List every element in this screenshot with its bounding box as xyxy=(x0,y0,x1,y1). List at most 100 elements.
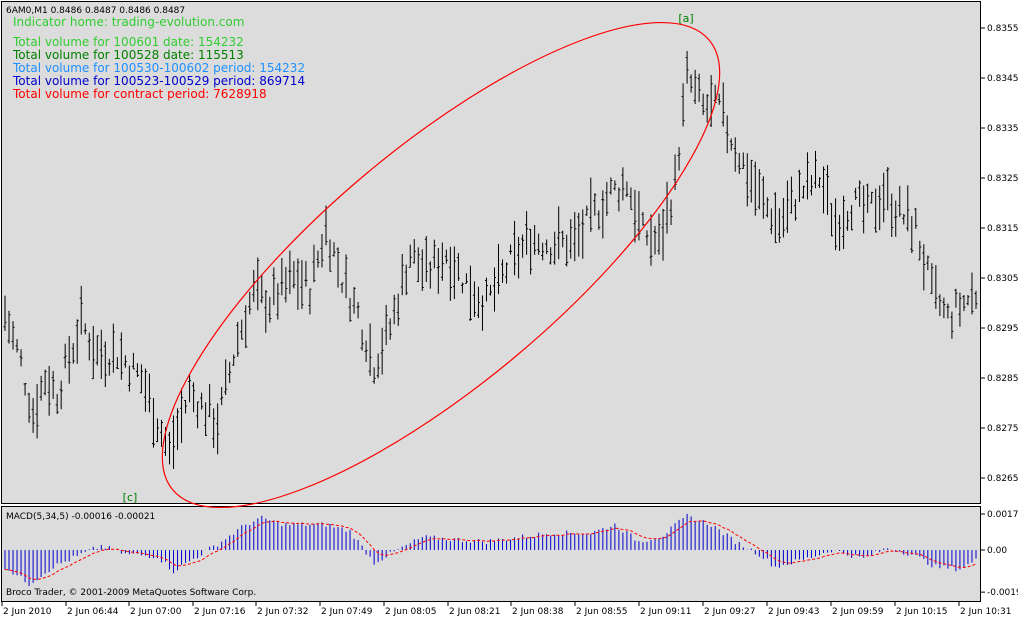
price-bar xyxy=(296,258,300,310)
price-bar xyxy=(954,288,958,308)
price-bar xyxy=(119,332,123,380)
price-bar xyxy=(436,247,440,294)
wave-label-c: [c] xyxy=(123,491,138,504)
price-tick-label: 0.8355 xyxy=(987,24,1018,34)
price-tick-label: 0.8275 xyxy=(987,424,1018,434)
time-tick-label: 2 Jun 10:15 xyxy=(896,607,947,617)
price-bar xyxy=(392,294,396,325)
price-bar xyxy=(789,176,793,214)
time-tick-label: 2 Jun 07:32 xyxy=(257,607,308,617)
price-bar xyxy=(240,319,244,340)
price-bar xyxy=(312,244,316,283)
indicator-home-text: Indicator home: trading-evolution.com xyxy=(13,15,245,29)
price-bar xyxy=(826,164,830,215)
price-bar xyxy=(513,220,517,276)
price-bar xyxy=(946,303,950,319)
price-bar xyxy=(159,419,163,447)
price-bar xyxy=(31,398,35,433)
price-bar xyxy=(7,310,11,344)
price-bar xyxy=(617,187,621,212)
price-bar xyxy=(665,181,669,234)
price-bar xyxy=(549,247,553,265)
time-tick-label: 2 Jun 09:59 xyxy=(832,607,884,617)
price-bar xyxy=(890,193,894,237)
price-bar xyxy=(805,152,809,200)
price-bar xyxy=(15,339,19,353)
price-bar xyxy=(224,359,228,395)
price-bar xyxy=(27,392,31,423)
price-bar xyxy=(938,294,942,317)
price-bar xyxy=(838,214,842,251)
price-bar xyxy=(288,250,292,295)
time-tick-label: 2 Jun 07:49 xyxy=(321,607,373,617)
price-bar xyxy=(200,392,204,410)
price-bar xyxy=(424,236,428,282)
wave-label-a: [a] xyxy=(678,12,693,25)
price-bar xyxy=(557,206,561,260)
price-tick-label: 0.8315 xyxy=(987,224,1018,234)
price-bar xyxy=(236,321,240,357)
price-bar xyxy=(308,288,312,315)
price-bar xyxy=(280,257,284,296)
price-bar xyxy=(830,203,834,237)
price-bar xyxy=(123,355,127,368)
time-tick-label: 2 Jun 2010 xyxy=(3,607,52,617)
price-bar xyxy=(834,198,838,251)
price-bar xyxy=(801,185,805,199)
price-bar xyxy=(51,370,55,399)
price-bar xyxy=(517,236,521,279)
price-bar xyxy=(420,249,424,291)
price-bar xyxy=(537,233,541,255)
price-bar xyxy=(404,264,408,296)
price-bar xyxy=(43,369,47,396)
price-bar xyxy=(509,244,513,255)
price-bar xyxy=(452,246,456,300)
time-tick-label: 2 Jun 08:05 xyxy=(385,607,436,617)
price-bar xyxy=(95,335,99,366)
price-bar xyxy=(400,254,404,296)
time-tick-label: 2 Jun 07:16 xyxy=(194,607,246,617)
price-bar xyxy=(894,200,898,237)
price-bar xyxy=(476,286,480,319)
price-bar xyxy=(139,364,143,394)
price-bar xyxy=(926,255,930,271)
price-bar xyxy=(3,295,7,331)
price-bar xyxy=(99,329,103,379)
price-bar xyxy=(111,323,115,373)
time-tick-label: 2 Jun 10:31 xyxy=(960,607,1011,617)
price-bar xyxy=(525,211,529,255)
price-bar xyxy=(950,311,954,339)
macd-pane[interactable]: MACD(5,34,5) -0.00016 -0.00021 Broco Tra… xyxy=(1,506,981,602)
price-bar xyxy=(669,199,673,225)
price-bar xyxy=(681,83,685,127)
price-bar xyxy=(472,281,476,317)
price-bar xyxy=(970,272,974,315)
price-bar xyxy=(316,250,320,268)
price-bar xyxy=(480,295,484,331)
price-bar xyxy=(336,247,340,288)
price-bar xyxy=(228,361,232,384)
price-bar xyxy=(59,380,63,410)
price-bar xyxy=(432,239,436,269)
price-bar xyxy=(882,172,886,223)
symbol-info: 6AM0,M1 0.8486 0.8487 0.8486 0.8487 xyxy=(6,6,186,16)
macd-tick-label: -0.00199 xyxy=(987,588,1018,598)
price-bar xyxy=(741,152,745,169)
price-bar xyxy=(765,197,769,218)
price-bar xyxy=(822,166,826,214)
price-bar xyxy=(797,169,801,202)
price-bar xyxy=(151,398,155,448)
price-bar xyxy=(320,233,324,268)
price-bar xyxy=(942,297,946,319)
price-bars xyxy=(3,50,978,470)
price-bar xyxy=(553,231,557,265)
price-bar xyxy=(488,284,492,296)
price-bar xyxy=(220,387,224,406)
price-bar xyxy=(569,219,573,259)
price-bar xyxy=(196,401,200,429)
price-bar xyxy=(858,180,862,207)
volume-line-date-2: Total volume for 100528 date: 115513 xyxy=(13,48,244,62)
price-bar xyxy=(468,265,472,321)
price-bar xyxy=(529,228,533,275)
price-bar xyxy=(958,292,962,327)
